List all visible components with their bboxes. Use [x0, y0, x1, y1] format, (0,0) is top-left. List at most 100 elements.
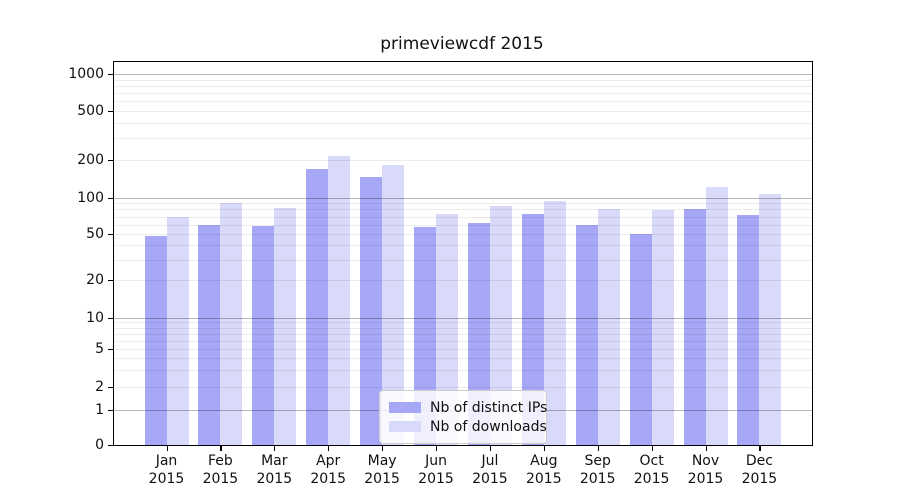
- y-tick-label: 200: [77, 152, 104, 169]
- year-label: 2015: [687, 471, 724, 487]
- minor-gridline: [114, 245, 812, 247]
- bar-downloads-mar: [274, 207, 297, 445]
- y-tick-label: 2: [95, 379, 104, 395]
- year-label: 2015: [364, 471, 400, 487]
- minor-gridline: [114, 349, 812, 350]
- minor-gridline: [114, 123, 812, 124]
- y-tick-label: 500: [77, 103, 104, 119]
- x-tick-mark: [436, 445, 438, 451]
- x-tick-label: Dec 2015: [729, 452, 789, 488]
- minor-gridline: [114, 85, 812, 87]
- year-label: 2015: [148, 471, 185, 487]
- y-tick-mark: [108, 387, 114, 389]
- month-label: Nov: [691, 453, 720, 469]
- minor-gridline: [114, 93, 812, 95]
- major-gridline: [114, 74, 812, 75]
- x-tick-mark: [166, 445, 168, 451]
- bar-downloads-apr: [328, 155, 351, 445]
- y-tick-mark: [108, 410, 114, 412]
- major-gridline: [114, 317, 812, 319]
- y-tick-label: 5: [95, 341, 104, 357]
- bar-distinct-ips-dec: [737, 215, 760, 445]
- y-tick-label: 50: [86, 226, 104, 243]
- y-tick-mark: [108, 317, 114, 319]
- bar-distinct-ips-oct: [629, 234, 652, 445]
- bar-downloads-aug: [543, 200, 566, 445]
- year-label: 2015: [741, 471, 778, 487]
- minor-gridline: [114, 224, 812, 226]
- x-tick-mark: [705, 445, 707, 451]
- major-gridline: [114, 197, 812, 199]
- x-tick-mark: [759, 445, 761, 451]
- legend-label-distinct-ips: Nb of distinct IPs: [430, 399, 548, 416]
- minor-gridline: [114, 216, 812, 218]
- x-tick-mark: [543, 445, 545, 451]
- bar-distinct-ips-nov: [683, 208, 706, 445]
- legend: Nb of distinct IPs Nb of downloads: [379, 390, 547, 444]
- y-tick-label: 20: [86, 272, 104, 288]
- minor-gridline: [114, 259, 812, 261]
- minor-gridline: [114, 160, 812, 162]
- x-tick-label: Mar 2015: [244, 452, 304, 488]
- bar-downloads-sep: [597, 208, 620, 445]
- x-tick-label: Jan 2015: [137, 452, 197, 488]
- bar-downloads-nov: [705, 186, 728, 445]
- year-label: 2015: [202, 471, 239, 487]
- month-label: Aug: [530, 453, 558, 469]
- x-tick-mark: [220, 445, 222, 451]
- y-tick-label: 0: [95, 437, 104, 454]
- minor-gridline: [114, 111, 812, 112]
- year-label: 2015: [472, 471, 508, 487]
- y-tick-mark: [108, 111, 114, 113]
- y-tick-mark: [108, 234, 114, 236]
- minor-gridline: [114, 203, 812, 205]
- minor-gridline: [114, 234, 812, 236]
- x-tick-label: May 2015: [352, 452, 412, 488]
- x-tick-label: Aug 2015: [514, 452, 574, 488]
- bar-distinct-ips-mar: [252, 226, 275, 445]
- bar-distinct-ips-may: [360, 176, 383, 445]
- x-tick-label: Sep 2015: [568, 452, 628, 488]
- x-tick-mark: [328, 445, 330, 451]
- y-tick-mark: [108, 349, 114, 351]
- year-label: 2015: [256, 471, 293, 487]
- x-tick-mark: [274, 445, 276, 451]
- bar-downloads-dec: [759, 194, 782, 445]
- bar-distinct-ips-jan: [144, 236, 167, 445]
- y-tick-label: 100: [77, 189, 104, 206]
- minor-gridline: [114, 333, 812, 335]
- minor-gridline: [114, 79, 812, 81]
- x-tick-label: Oct 2015: [622, 452, 682, 488]
- plot-area: 0 1 2 5 10 20 50 100 200 500 1000 Jan 2015 Feb 2015 Mar…: [68, 61, 813, 487]
- minor-gridline: [114, 387, 812, 388]
- y-tick-label: 1: [95, 402, 104, 418]
- y-tick-label: 1000: [68, 66, 104, 82]
- chart-title: primeviewcdf 2015: [380, 34, 544, 54]
- y-tick-mark: [108, 160, 114, 162]
- x-tick-label: Apr 2015: [298, 452, 358, 488]
- x-tick-mark: [382, 445, 384, 451]
- bar-downloads-jan: [166, 216, 189, 445]
- legend-swatch-downloads: [389, 421, 421, 432]
- month-label: Sep: [584, 453, 611, 469]
- month-label: May: [367, 453, 397, 469]
- minor-gridline: [114, 322, 812, 324]
- year-label: 2015: [418, 471, 454, 487]
- x-tick-label: Jun 2015: [406, 452, 466, 488]
- year-label: 2015: [310, 471, 346, 487]
- minor-gridline: [114, 101, 812, 103]
- y-tick-mark: [108, 74, 114, 76]
- x-tick-mark: [651, 445, 653, 451]
- legend-swatch-distinct-ips: [389, 402, 421, 413]
- y-tick-mark: [108, 445, 114, 447]
- y-tick-mark: [108, 197, 114, 199]
- minor-gridline: [114, 340, 812, 342]
- bar-distinct-ips-apr: [306, 169, 329, 445]
- month-label: Jul: [481, 453, 499, 469]
- x-tick-mark: [489, 445, 492, 451]
- bar-downloads-feb: [220, 203, 243, 445]
- x-tick-label: Nov 2015: [676, 452, 736, 488]
- y-tick-label: 10: [86, 309, 104, 326]
- month-label: Jan: [155, 453, 178, 469]
